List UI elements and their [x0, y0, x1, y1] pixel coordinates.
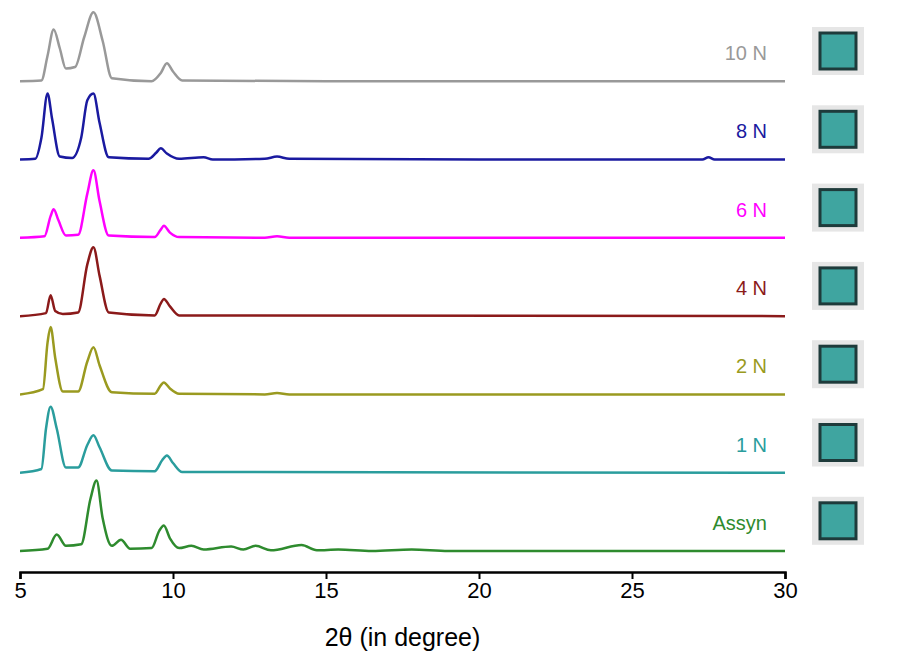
x-tick-label: 20	[467, 578, 491, 603]
x-tick-label: 30	[773, 578, 797, 603]
photo-crystal	[820, 268, 856, 304]
sample-photos	[812, 27, 864, 545]
x-tick-label: 25	[620, 578, 644, 603]
pattern-line	[20, 170, 785, 238]
chart: 10 N 8 N 6 N 4 N 2 N 1 N Assyn 5 10 15 20 25 30 2θ (i…	[0, 0, 902, 661]
series-label: 4 N	[736, 277, 767, 299]
photo-crystal	[820, 190, 856, 226]
series-label: Assyn	[713, 512, 767, 534]
x-tick-label: 10	[161, 578, 185, 603]
photo-ground	[812, 27, 864, 75]
series-label: 8 N	[736, 120, 767, 142]
crystal-photo	[812, 105, 864, 153]
series-label: 10 N	[725, 42, 767, 64]
photo-ground	[812, 262, 864, 310]
series-label: 1 N	[736, 434, 767, 456]
x-tick-label: 5	[14, 578, 26, 603]
x-tick: 25	[620, 572, 644, 603]
x-tick: 15	[314, 572, 338, 603]
crystal-photo	[812, 497, 864, 545]
pattern-line	[20, 247, 785, 316]
x-axis: 5 10 15 20 25 30	[14, 572, 797, 603]
x-tick: 30	[773, 572, 797, 603]
series-label: 6 N	[736, 199, 767, 221]
crystal-photo	[812, 262, 864, 310]
crystal-photo	[812, 340, 864, 388]
plot-area	[20, 12, 785, 551]
pattern-line	[20, 407, 785, 473]
crystal-photo	[812, 27, 864, 75]
x-tick-label: 15	[314, 578, 338, 603]
photo-ground	[812, 184, 864, 232]
photo-crystal	[820, 503, 856, 539]
crystal-photo	[812, 419, 864, 467]
pattern-line	[20, 12, 785, 81]
x-tick: 20	[467, 572, 491, 603]
photo-crystal	[820, 111, 856, 147]
series-labels: 10 N 8 N 6 N 4 N 2 N 1 N Assyn	[713, 42, 767, 534]
photo-ground	[812, 105, 864, 153]
x-tick: 5	[14, 572, 26, 603]
pattern-line	[20, 327, 785, 395]
photo-crystal	[820, 33, 856, 69]
pattern-line	[20, 94, 785, 160]
photo-ground	[812, 419, 864, 467]
x-tick: 10	[161, 572, 185, 603]
photo-crystal	[820, 425, 856, 461]
pattern-line	[20, 481, 785, 552]
x-axis-line	[21, 573, 786, 580]
series-label: 2 N	[736, 355, 767, 377]
photo-crystal	[820, 346, 856, 382]
crystal-photo	[812, 184, 864, 232]
photo-ground	[812, 497, 864, 545]
x-axis-title: 2θ (in degree)	[325, 623, 481, 651]
photo-ground	[812, 340, 864, 388]
